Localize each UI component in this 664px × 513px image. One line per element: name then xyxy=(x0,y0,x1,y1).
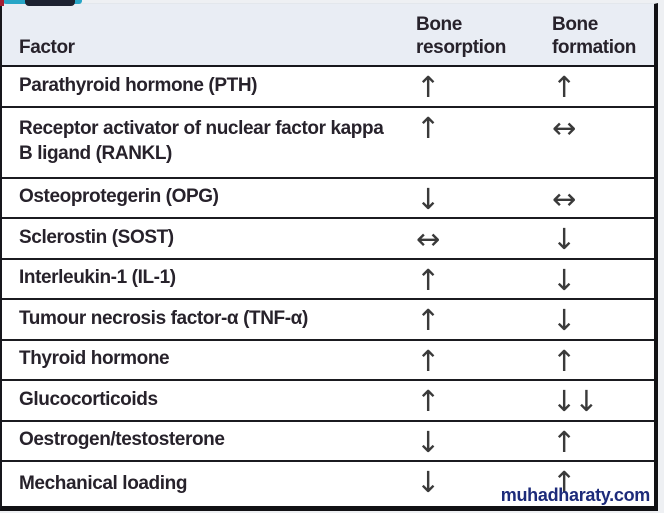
factor-label: Tumour necrosis factor-α (TNF-α) xyxy=(19,307,308,329)
factor-label: Sclerostin (SOST) xyxy=(19,226,174,248)
header-label-bone-resorption: Bone resorption xyxy=(416,14,506,58)
resorption-arrow-indicator: ↑ xyxy=(416,384,440,418)
factor-cell: Sclerostin (SOST) xyxy=(2,219,402,258)
table-row: Sclerostin (SOST) ↔ ↓ xyxy=(2,219,654,260)
bone-formation-cell: ↔ xyxy=(542,108,654,177)
formation-arrow-indicator: ↓ xyxy=(552,262,576,297)
header-cell-factor: Factor xyxy=(2,37,402,59)
header-cell-bone-formation: Bone formation xyxy=(542,14,654,59)
factor-label: Receptor activator of nuclear factor kap… xyxy=(19,118,384,164)
table-row: Thyroid hormone ↑ ↑ xyxy=(2,340,654,381)
deco-red-sliver xyxy=(0,0,4,6)
resorption-arrow-indicator: ↔ xyxy=(416,222,440,256)
bone-resorption-cell: ↑ xyxy=(402,300,542,339)
bone-resorption-cell: ↓ xyxy=(402,462,542,506)
factor-label: Osteoprotegerin (OPG) xyxy=(19,186,219,208)
factor-label: Thyroid hormone xyxy=(19,348,170,370)
table-row: Glucocorticoids ↑ ↓↓ xyxy=(2,381,654,422)
bone-formation-cell: ↑ xyxy=(542,422,654,461)
factor-cell: Glucocorticoids xyxy=(2,381,402,420)
factor-cell: Mechanical loading xyxy=(2,462,402,506)
resorption-arrow-indicator: ↓ xyxy=(416,181,440,216)
bone-resorption-cell: ↑ xyxy=(402,260,542,299)
bone-formation-cell: ↓↓ xyxy=(542,381,654,420)
table-body: Parathyroid hormone (PTH) ↑ ↑ Receptor a… xyxy=(2,67,654,506)
resorption-arrow-indicator: ↑ xyxy=(416,262,440,297)
factor-cell: Tumour necrosis factor-α (TNF-α) xyxy=(2,300,402,339)
formation-arrow-indicator: ↓↓ xyxy=(552,384,599,418)
bone-formation-cell: ↑ xyxy=(542,462,654,506)
formation-arrow-indicator: ↓ xyxy=(552,222,576,256)
bone-resorption-cell: ↓ xyxy=(402,179,542,218)
header-label-bone-formation: Bone formation xyxy=(552,14,637,58)
table-header-row: Factor Bone resorption Bone formation xyxy=(2,4,654,67)
resorption-arrow-indicator: ↓ xyxy=(416,424,440,459)
watermark-text: muhadharaty.com xyxy=(500,485,651,505)
bone-resorption-cell: ↔ xyxy=(402,219,542,258)
factor-label: Interleukin-1 (IL-1) xyxy=(19,267,176,289)
top-left-decoration xyxy=(0,0,90,8)
table-row: Interleukin-1 (IL-1) ↑ ↓ xyxy=(2,259,654,300)
bone-formation-cell: ↑ xyxy=(542,341,654,380)
factor-cell: Oestrogen/testosterone xyxy=(2,422,402,461)
factor-cell: Thyroid hormone xyxy=(2,341,402,380)
formation-arrow-indicator: ↓ xyxy=(552,303,576,337)
bone-resorption-cell: ↓ xyxy=(402,422,542,461)
formation-arrow-indicator: ↔ xyxy=(552,181,576,216)
factor-label: Glucocorticoids xyxy=(19,388,158,410)
deco-navy-bar xyxy=(25,0,75,6)
bone-resorption-cell: ↑ xyxy=(402,108,542,177)
formation-arrow-indicator: ↑ xyxy=(552,343,576,378)
factor-label: Oestrogen/testosterone xyxy=(19,429,225,451)
bone-resorption-cell: ↑ xyxy=(402,67,542,106)
factor-label: Mechanical loading xyxy=(19,472,188,494)
table-row: Receptor activator of nuclear factor kap… xyxy=(2,107,654,179)
bone-formation-cell: ↓ xyxy=(542,260,654,299)
table-row: Oestrogen/testosterone ↓ ↑ xyxy=(2,421,654,462)
formation-arrow-indicator: ↑ xyxy=(552,424,576,459)
table-row: Parathyroid hormone (PTH) ↑ ↑ xyxy=(2,67,654,108)
factor-cell: Parathyroid hormone (PTH) xyxy=(2,67,402,106)
resorption-arrow-indicator: ↑ xyxy=(416,303,440,337)
table-row: Tumour necrosis factor-α (TNF-α) ↑ ↓ xyxy=(2,300,654,341)
table-row: Osteoprotegerin (OPG) ↓ ↔ xyxy=(2,178,654,219)
bone-resorption-cell: ↑ xyxy=(402,381,542,420)
factor-cell: Interleukin-1 (IL-1) xyxy=(2,260,402,299)
formation-arrow-indicator: ↔ xyxy=(552,110,576,145)
header-cell-bone-resorption: Bone resorption xyxy=(402,14,542,59)
header-label-factor: Factor xyxy=(19,36,75,58)
resorption-arrow-indicator: ↑ xyxy=(416,110,440,145)
bone-formation-cell: ↓ xyxy=(542,300,654,339)
bone-formation-cell: ↓ xyxy=(542,219,654,258)
factor-label: Parathyroid hormone (PTH) xyxy=(19,74,258,96)
formation-arrow-indicator: ↑ xyxy=(552,465,576,499)
bone-formation-cell: ↑ xyxy=(542,67,654,106)
resorption-arrow-indicator: ↓ xyxy=(416,465,440,499)
bone-factors-table: Factor Bone resorption Bone formation Pa… xyxy=(0,3,658,511)
bone-formation-cell: ↔ xyxy=(542,179,654,218)
factor-cell: Osteoprotegerin (OPG) xyxy=(2,179,402,218)
bone-resorption-cell: ↑ xyxy=(402,341,542,380)
formation-arrow-indicator: ↑ xyxy=(552,70,576,104)
resorption-arrow-indicator: ↑ xyxy=(416,70,440,104)
resorption-arrow-indicator: ↑ xyxy=(416,343,440,378)
factor-cell: Receptor activator of nuclear factor kap… xyxy=(2,108,402,177)
table-row: Mechanical loading ↓ ↑ xyxy=(2,462,654,506)
